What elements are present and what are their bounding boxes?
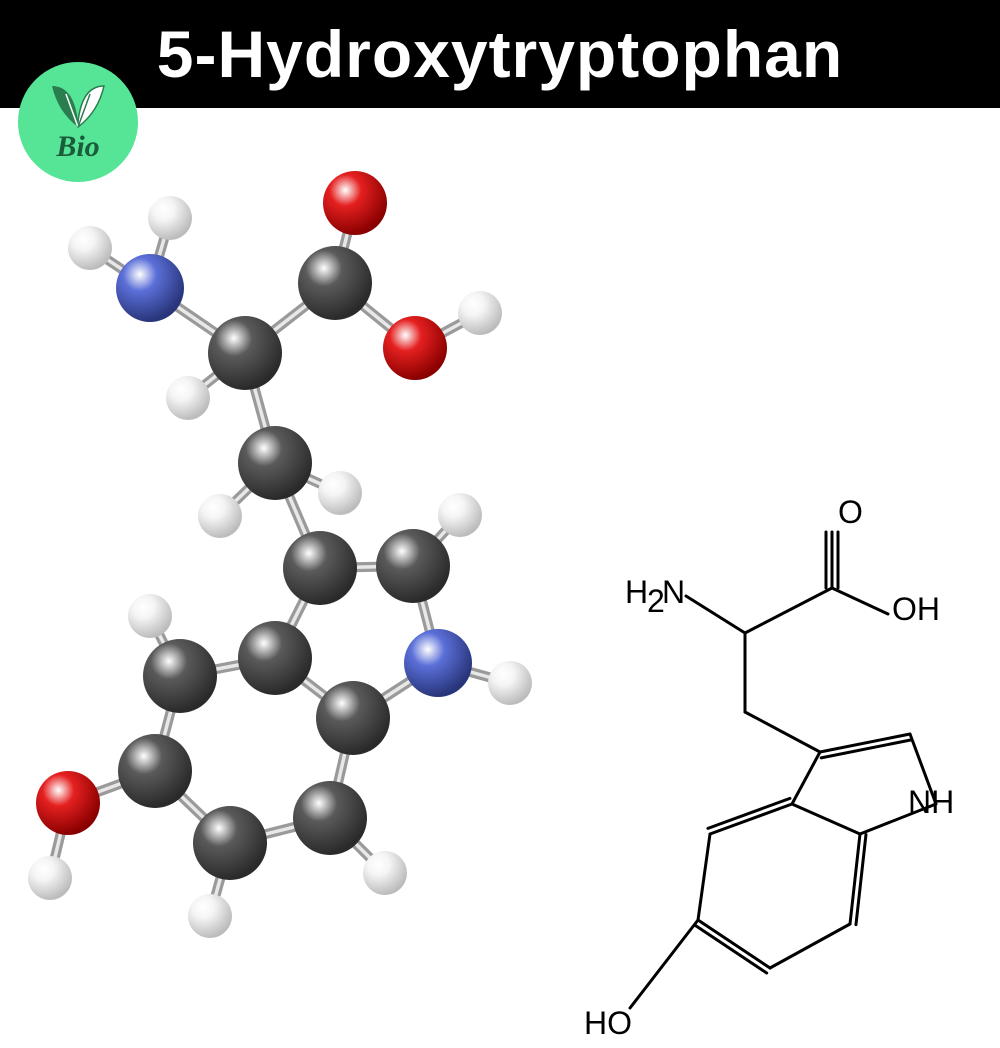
atom-o: [323, 171, 387, 235]
atom-c: [238, 426, 312, 500]
skeletal-formula: OH2NOHNHHO: [570, 488, 970, 1048]
atom-n: [116, 254, 184, 322]
atom-h: [198, 494, 242, 538]
atom-h: [128, 594, 172, 638]
atom-c: [283, 531, 357, 605]
formula-label: NH: [908, 784, 954, 820]
compound-title: 5-Hydroxytryptophan: [157, 16, 843, 92]
atom-h: [148, 196, 192, 240]
atom-c: [118, 734, 192, 808]
atom-c: [193, 806, 267, 880]
formula-label: N: [662, 574, 685, 610]
atom-c: [316, 681, 390, 755]
atom-h: [438, 493, 482, 537]
atom-h: [188, 894, 232, 938]
atom-c: [293, 781, 367, 855]
atom-h: [68, 226, 112, 270]
atom-h: [28, 856, 72, 900]
atom-c: [238, 621, 312, 695]
atom-h: [318, 471, 362, 515]
atom-h: [488, 661, 532, 705]
atom-n: [404, 629, 472, 697]
formula-label: O: [838, 494, 863, 530]
formula-label: H: [625, 574, 648, 610]
atom-c: [376, 529, 450, 603]
formula-label: OH: [892, 591, 940, 627]
atom-c: [143, 639, 217, 713]
header-bar: 5-Hydroxytryptophan: [0, 0, 1000, 108]
content-area: OH2NOHNHHO: [0, 108, 1000, 1000]
molecule-3d-model: [20, 118, 580, 988]
atom-h: [363, 851, 407, 895]
atom-h: [166, 376, 210, 420]
atom-c: [298, 246, 372, 320]
atom-h: [458, 291, 502, 335]
atom-o: [383, 316, 447, 380]
formula-label: HO: [584, 1005, 632, 1041]
atom-c: [208, 316, 282, 390]
atom-o: [36, 771, 100, 835]
